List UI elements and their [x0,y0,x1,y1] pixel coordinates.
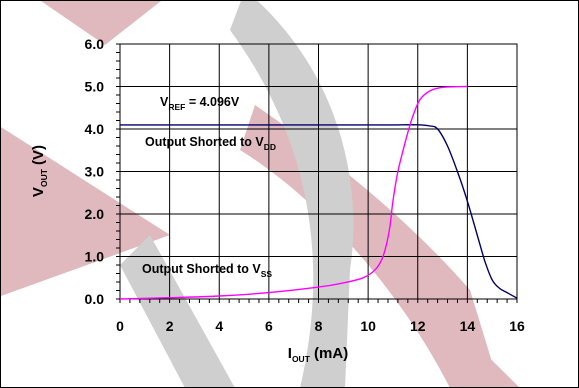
x-tick-label: 12 [410,318,426,334]
y-tick-label: 1.0 [85,249,105,265]
watermark-logo [0,0,520,388]
y-axis-title-sub: OUT [39,168,49,187]
series-lines [119,85,518,300]
x-axis-title: IOUT (mA) [288,345,348,364]
watermark-pink-swoosh-top [39,0,163,45]
x-tick-label: 8 [315,318,323,334]
annotation-vss-main: Output Shorted to V [142,262,261,276]
x-axis-title-sub: OUT [292,354,311,364]
annotation-vref-sub: REF [168,102,185,112]
x-axis-title-rest: (mA) [310,345,348,362]
series-line-2 [119,85,468,300]
y-tick-label: 5.0 [85,79,105,95]
y-tick-label: 4.0 [85,121,105,137]
grid-lines [116,43,518,303]
y-tick-label: 2.0 [85,206,105,222]
y-tick-labels: 0.0 1.0 2.0 3.0 4.0 5.0 6.0 [85,36,105,307]
watermark-pink-band-2 [330,200,520,388]
annotation-vdd-sub: DD [264,142,276,152]
x-tick-label: 0 [116,318,124,334]
x-tick-label: 10 [360,318,376,334]
y-axis-title-main: V [30,187,47,197]
annotation-vref-rest: = 4.096V [185,95,240,109]
annotation-vref: VREF = 4.096V [160,95,240,112]
x-tick-label: 6 [265,318,273,334]
x-axis-title-main: I [288,345,292,362]
y-tick-label: 6.0 [85,36,105,52]
x-tick-label: 4 [215,318,223,334]
annotation-vss-sub: SS [261,269,273,279]
annotation-vdd-main: Output Shorted to V [145,135,264,149]
annotation-vdd: Output Shorted to VDD [145,135,276,152]
y-tick-label: 0.0 [85,291,105,307]
annotation-vss: Output Shorted to VSS [142,262,272,279]
annotation-vref-main: V [160,95,169,109]
watermark-pink-wedge-left [0,126,170,297]
y-axis-title: VOUT (V) [30,145,49,197]
x-tick-label: 14 [460,318,476,334]
watermark-gray-wedge [120,235,235,388]
watermark-gray-arc [230,0,354,388]
y-axis-title-rest: (V) [30,145,47,169]
x-tick-labels: 0 2 4 6 8 10 12 14 16 [116,318,525,334]
x-tick-label: 16 [509,318,525,334]
y-tick-label: 3.0 [85,164,105,180]
series-line-1 [120,124,518,299]
x-tick-label: 2 [166,318,174,334]
plot-area: 0.0 1.0 2.0 3.0 4.0 5.0 6.0 0 2 4 6 8 10 12 14 16 [85,36,525,334]
